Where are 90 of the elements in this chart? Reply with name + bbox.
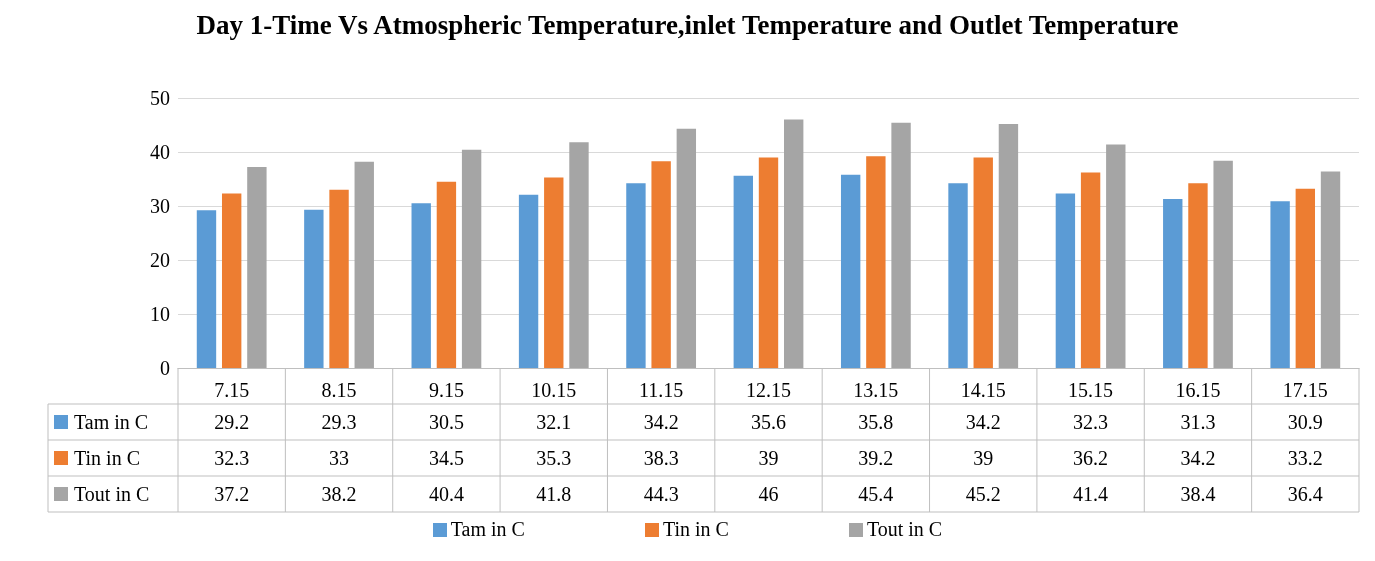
bar xyxy=(1106,144,1126,368)
bar xyxy=(461,149,482,368)
y-tick-label: 40 xyxy=(150,141,170,163)
bar xyxy=(840,174,861,368)
data-label: 37.2 xyxy=(214,483,250,505)
bar xyxy=(676,128,697,368)
data-label: 29.2 xyxy=(214,411,250,433)
data-label: 46 xyxy=(758,483,779,505)
bar xyxy=(354,161,374,368)
bar xyxy=(1080,172,1101,368)
bar xyxy=(891,122,911,368)
data-label: 36.2 xyxy=(1073,447,1109,469)
bar xyxy=(1188,183,1208,368)
data-label: 29.3 xyxy=(321,411,357,433)
bar xyxy=(866,156,886,368)
data-label: 45.2 xyxy=(965,483,1001,505)
data-label: 45.4 xyxy=(858,483,894,505)
x-tick-label: 13.15 xyxy=(853,379,899,401)
data-label: 38.4 xyxy=(1180,483,1216,505)
data-label: 40.4 xyxy=(428,483,464,505)
data-label: 32.1 xyxy=(536,411,572,433)
data-label: 41.8 xyxy=(536,483,572,505)
x-tick-label: 8.15 xyxy=(321,379,357,401)
data-label: 34.2 xyxy=(965,411,1001,433)
y-tick-label: 50 xyxy=(150,87,170,109)
legend-label: Tout in C xyxy=(866,518,943,541)
data-label: 39.2 xyxy=(858,447,894,469)
bar xyxy=(304,209,324,368)
bar xyxy=(758,157,779,368)
x-tick-label: 12.15 xyxy=(746,379,791,401)
bar xyxy=(569,142,589,368)
bar xyxy=(411,203,431,368)
data-label: 32.3 xyxy=(1073,411,1109,433)
x-tick-label: 15.15 xyxy=(1068,379,1114,401)
data-label: 33.2 xyxy=(1287,447,1323,469)
y-tick-label: 20 xyxy=(150,249,170,271)
data-label: 38.2 xyxy=(321,483,357,505)
text: Tout in C xyxy=(74,483,150,505)
bar xyxy=(1270,201,1290,368)
text: Tin in C xyxy=(662,518,729,540)
bar xyxy=(651,161,671,368)
text: Tam in C xyxy=(450,518,525,540)
legend-label: Tam in C xyxy=(74,411,149,433)
bar xyxy=(1295,188,1316,368)
data-label: 35.8 xyxy=(858,411,894,433)
bar xyxy=(733,175,753,368)
x-tick-label: 17.15 xyxy=(1282,379,1328,401)
x-tick-label: 11.15 xyxy=(639,379,684,401)
data-label: 31.3 xyxy=(1180,411,1216,433)
data-label: 34.2 xyxy=(643,411,679,433)
x-tick-label: 16.15 xyxy=(1175,379,1221,401)
data-label: 32.3 xyxy=(214,447,250,469)
data-label: 38.3 xyxy=(643,447,679,469)
data-label: 39 xyxy=(758,447,779,469)
data-label: 41.4 xyxy=(1073,483,1109,505)
y-tick-label: 30 xyxy=(150,195,170,217)
bar xyxy=(247,167,267,368)
bar xyxy=(998,123,1019,368)
data-label: 35.3 xyxy=(536,447,572,469)
bar xyxy=(784,119,804,368)
bar xyxy=(329,189,349,368)
bar xyxy=(1320,171,1341,368)
data-label: 30.5 xyxy=(428,411,464,433)
bar xyxy=(948,183,968,368)
bar xyxy=(1163,198,1183,368)
bar xyxy=(544,177,564,368)
x-tick-label: 10.15 xyxy=(531,379,577,401)
bar xyxy=(973,157,993,368)
x-tick-label: 9.15 xyxy=(428,379,464,401)
data-label: 33 xyxy=(329,447,350,469)
bar xyxy=(221,193,242,368)
x-tick-label: 14.15 xyxy=(960,379,1006,401)
data-label: 30.9 xyxy=(1287,411,1323,433)
bar xyxy=(436,181,457,368)
bar xyxy=(518,194,539,368)
bar xyxy=(626,183,646,368)
data-label: 34.5 xyxy=(428,447,464,469)
bar xyxy=(196,210,217,368)
data-label: 36.4 xyxy=(1287,483,1323,505)
y-tick-label: 10 xyxy=(150,303,170,325)
x-tick-label: 7.15 xyxy=(214,379,250,401)
data-label: 35.6 xyxy=(751,411,786,433)
legend-label: Tin in C xyxy=(74,447,140,469)
data-label: 34.2 xyxy=(1180,447,1216,469)
bar xyxy=(1213,160,1233,368)
chart-title: Day 1-Time Vs Atmospheric Temperature,inlet Temperature and Outlet Temperature xyxy=(195,9,1180,42)
data-label: 39 xyxy=(973,447,994,469)
data-label: 44.3 xyxy=(643,483,679,505)
y-tick-label: 0 xyxy=(160,357,170,379)
bar xyxy=(1055,193,1076,368)
